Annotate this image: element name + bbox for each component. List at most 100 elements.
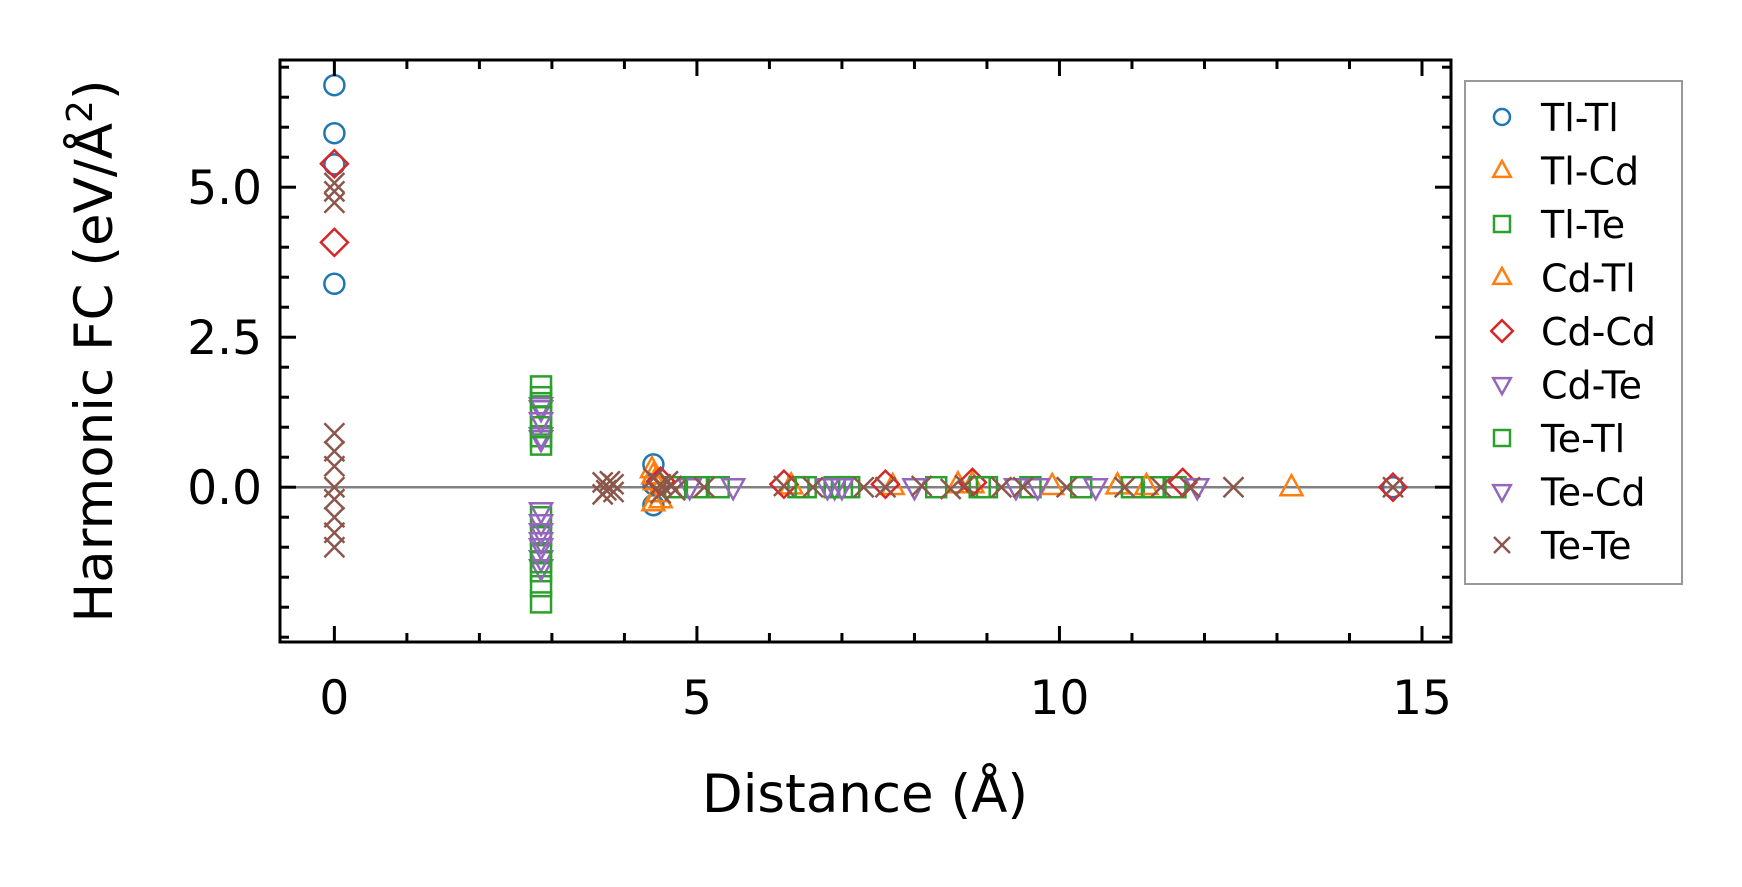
data-point [649, 482, 672, 505]
data-point [768, 468, 800, 500]
data-point [323, 73, 346, 97]
legend-item: Cd-Tl [1491, 257, 1636, 301]
x-tick-label: 10 [1030, 671, 1090, 726]
legend-item: Te-Tl [1492, 417, 1625, 461]
legend-marker-icon [1492, 107, 1512, 127]
data-point [323, 488, 346, 511]
legend-marker-icon [1491, 158, 1513, 179]
x-tick-label: 0 [319, 671, 349, 726]
x-tick-label: 5 [682, 671, 712, 726]
data-point [685, 475, 709, 499]
y-tick-label: 0.0 [187, 461, 262, 516]
data-point [527, 531, 555, 556]
data-point [1179, 476, 1201, 499]
data-point [660, 475, 683, 497]
data-point [1222, 476, 1245, 499]
series-tl-tl [323, 73, 1405, 517]
data-point [323, 180, 346, 203]
data-point [852, 476, 875, 499]
series-tl-cd [638, 454, 1305, 512]
data-point [1039, 471, 1066, 496]
data-point [1120, 475, 1144, 499]
data-point [323, 121, 346, 145]
legend-label: Te-Tl [1540, 417, 1625, 461]
data-point [323, 191, 346, 214]
data-point [1381, 475, 1405, 499]
data-point [323, 422, 346, 445]
data-point [1069, 475, 1093, 499]
data-point [529, 591, 553, 614]
series-te-cd [527, 411, 1211, 562]
y-axis-label: Harmonic FC (eV/Å2) [60, 79, 125, 622]
series-te-tl [529, 385, 1144, 574]
data-point [874, 476, 897, 499]
legend-label: Cd-Tl [1541, 257, 1636, 301]
x-axis-label: Distance (Å) [702, 761, 1028, 825]
y-axis-label-main: Harmonic FC (eV/Å [61, 123, 125, 623]
data-point [529, 385, 553, 409]
data-point [954, 474, 977, 497]
data-point [323, 455, 346, 478]
legend-label: Tl-Tl [1540, 96, 1619, 140]
data-point [1382, 476, 1404, 499]
legend-label: Tl-Cd [1540, 150, 1639, 194]
data-point [814, 477, 841, 502]
data-point [1012, 476, 1035, 499]
legend-item: Te-Cd [1491, 471, 1646, 515]
legend-marker-icon [1489, 318, 1515, 344]
data-point [529, 415, 553, 439]
data-point [924, 475, 948, 499]
axis-ticks: 0 5 10 15 0.0 2.5 5.0 [187, 60, 1452, 726]
data-point [910, 475, 933, 497]
data-point [773, 475, 795, 497]
legend-item: Tl-Te [1492, 203, 1625, 247]
legend-label: Te-Cd [1540, 471, 1646, 515]
series-te-te [323, 172, 1404, 559]
legend-item: Tl-Tl [1492, 96, 1619, 140]
data-point [990, 476, 1013, 499]
x-tick-label: 15 [1392, 671, 1452, 726]
data-point [720, 477, 747, 502]
data-point [1377, 471, 1409, 503]
legend-item: Te-Te [1493, 524, 1632, 568]
legend: Tl-Tl Tl-Cd Tl-Te Cd-Tl Cd-Cd Cd-Te Te-Tl Te-Cd… [1464, 80, 1683, 585]
data-point [323, 172, 346, 194]
legend-label: Tl-Te [1540, 203, 1625, 247]
data-point [968, 475, 991, 499]
plot-marks [280, 73, 1451, 614]
legend-marker-icon [1492, 428, 1512, 448]
y-tick-label: 5.0 [187, 161, 262, 216]
y-axis-label-end: ) [64, 79, 125, 100]
data-point [319, 148, 350, 180]
data-point [707, 475, 730, 499]
data-point [319, 227, 350, 258]
y-axis-label-sup: 2 [60, 100, 101, 123]
data-point [1142, 475, 1165, 499]
legend-label: Cd-Te [1541, 364, 1642, 408]
data-point [794, 475, 817, 499]
legend-marker-icon [1493, 536, 1511, 554]
data-point [1278, 472, 1305, 497]
legend-item: Cd-Cd [1489, 310, 1656, 354]
data-point [1150, 476, 1172, 499]
plot-frame [278, 58, 1453, 644]
y-tick-label: 2.5 [187, 311, 262, 366]
legend-label: Te-Te [1540, 524, 1632, 568]
data-point [901, 477, 928, 502]
data-point [1055, 476, 1078, 499]
legend-item: Tl-Cd [1491, 150, 1639, 194]
data-point [1019, 475, 1042, 499]
data-point [323, 153, 346, 176]
data-point [693, 476, 716, 499]
data-point [527, 399, 555, 424]
data-point [527, 411, 555, 436]
data-point [828, 477, 856, 502]
data-point [802, 476, 824, 499]
data-point [602, 473, 625, 496]
legend-marker-icon [1492, 214, 1512, 234]
data-point [1024, 477, 1051, 502]
data-point [323, 506, 346, 529]
legend-label: Cd-Cd [1541, 310, 1656, 354]
legend-marker-icon [1491, 483, 1513, 504]
